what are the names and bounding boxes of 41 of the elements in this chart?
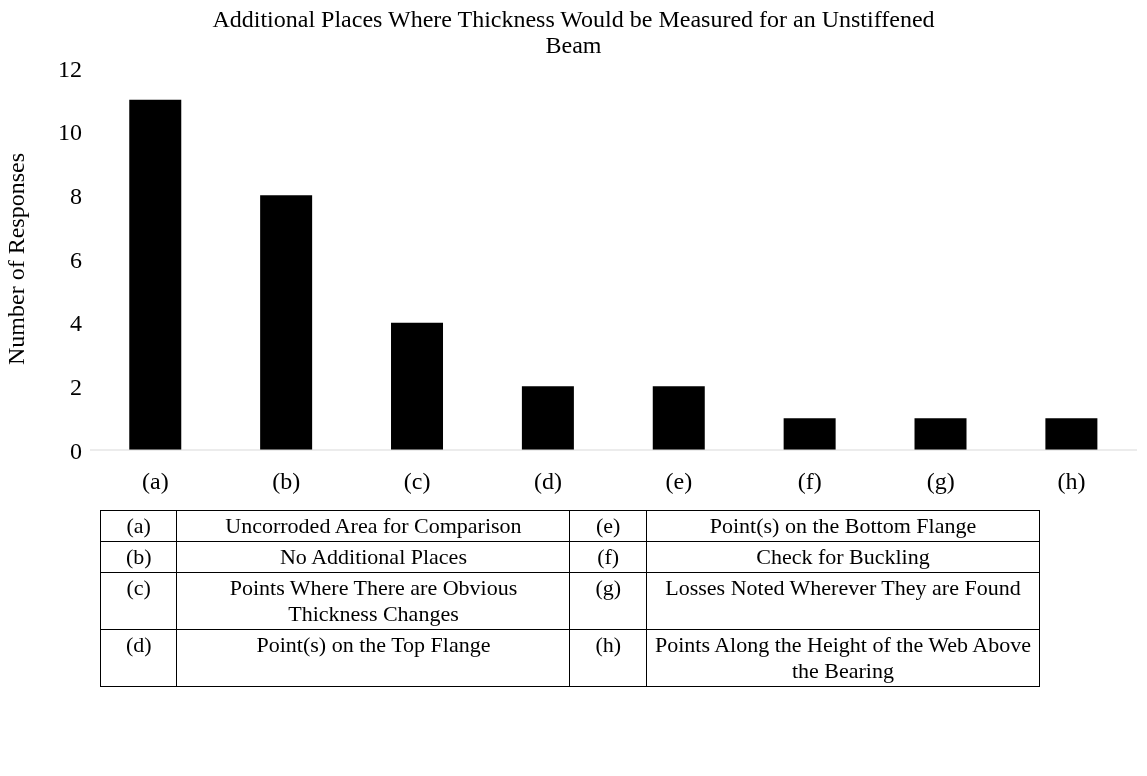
text: (g) bbox=[569, 572, 647, 630]
text: Point(s) on the Bottom Flange bbox=[646, 510, 1040, 542]
x-tick-label: (d) bbox=[534, 468, 563, 495]
y-tick-label: 8 bbox=[70, 182, 82, 209]
y-tick-label: 12 bbox=[58, 55, 82, 82]
y-tick-label: 4 bbox=[70, 310, 82, 337]
bar bbox=[260, 195, 313, 450]
y-axis-title: Number of Responses bbox=[2, 153, 29, 365]
x-tick-label: (h) bbox=[1057, 468, 1086, 495]
x-tick-label: (a) bbox=[142, 468, 169, 495]
x-tick-label: (f) bbox=[797, 468, 822, 495]
bar bbox=[652, 386, 705, 450]
text: (b) bbox=[100, 541, 177, 573]
text: Points Where There are Obvious Thickness Changes bbox=[176, 572, 570, 630]
text: (a) bbox=[100, 510, 177, 542]
y-tick-label: 2 bbox=[70, 373, 82, 400]
x-tick-label: (g) bbox=[926, 468, 955, 495]
y-tick-label: 6 bbox=[70, 246, 82, 273]
chart-title: Additional Places Where Thickness Would be Measured for an Unstiffened Beam bbox=[211, 5, 936, 58]
text: (h) bbox=[569, 629, 647, 687]
text: Losses Noted Wherever They are Found bbox=[646, 572, 1040, 630]
y-tick-label: 10 bbox=[58, 119, 82, 146]
x-tick-label: (b) bbox=[272, 468, 301, 495]
text: Point(s) on the Top Flange bbox=[176, 629, 570, 687]
text: Points Along the Height of the Web Above the Bearing bbox=[646, 629, 1040, 687]
bar bbox=[1045, 418, 1098, 450]
text: (c) bbox=[100, 572, 177, 630]
text: Check for Buckling bbox=[646, 541, 1040, 573]
text: No Additional Places bbox=[176, 541, 570, 573]
x-tick-label: (e) bbox=[665, 468, 693, 495]
y-tick-label: 0 bbox=[70, 437, 82, 464]
text: Uncorroded Area for Comparison bbox=[176, 510, 570, 542]
text: (f) bbox=[569, 541, 647, 573]
text: (d) bbox=[100, 629, 177, 687]
bar bbox=[391, 322, 444, 450]
bar bbox=[783, 418, 836, 450]
text: (e) bbox=[569, 510, 647, 542]
bar bbox=[914, 418, 967, 450]
bar bbox=[521, 386, 574, 450]
x-tick-label: (c) bbox=[403, 468, 431, 495]
bar bbox=[129, 99, 182, 450]
